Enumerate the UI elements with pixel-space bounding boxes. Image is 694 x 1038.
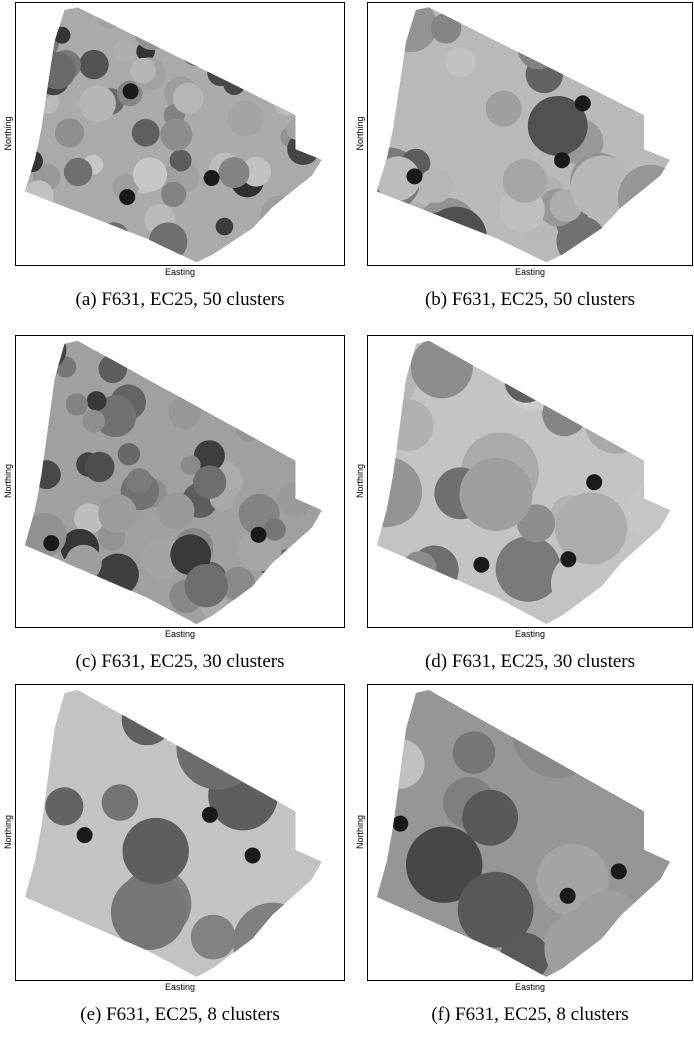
y-axis-label: Northing — [355, 464, 365, 498]
caption: (b) F631, EC25, 50 clusters — [425, 289, 635, 310]
cluster-dark — [43, 535, 59, 551]
panel: Northing Easting (c) F631, EC25, 30 cluste… — [3, 330, 345, 672]
cluster — [66, 393, 88, 415]
x-axis-label: Easting — [165, 629, 195, 639]
x-axis-label: Easting — [515, 267, 545, 277]
y-axis-label: Northing — [355, 116, 365, 150]
cluster — [453, 731, 496, 774]
panel: Northing Easting (e) F631, EC25, 8 cluster… — [1, 675, 345, 1025]
cluster — [130, 58, 156, 84]
cluster-dark — [202, 807, 218, 823]
cluster — [460, 458, 533, 531]
y-axis-label: Northing — [355, 815, 365, 849]
cluster — [98, 494, 137, 533]
caption: (f) F631, EC25, 8 clusters — [431, 1004, 628, 1025]
cluster-dark — [586, 474, 602, 490]
cluster-dark — [554, 152, 570, 168]
x-axis-label: Easting — [165, 267, 195, 277]
cluster — [191, 915, 236, 960]
cluster — [503, 159, 547, 203]
cluster-dark — [392, 816, 408, 832]
cluster — [157, 493, 194, 530]
cluster — [458, 872, 534, 948]
panel: Northing Easting (a) F631, EC25, 50 cluste… — [3, 0, 345, 310]
panel: Northing Easting (b) F631, EC25, 50 cluste… — [355, 0, 693, 310]
cluster — [45, 787, 83, 825]
cluster — [127, 468, 152, 493]
cluster — [496, 536, 561, 601]
cluster-dark — [251, 527, 267, 543]
cluster — [123, 818, 189, 884]
cluster-dark — [123, 83, 139, 99]
caption: (c) F631, EC25, 30 clusters — [76, 651, 285, 672]
cluster — [133, 158, 167, 192]
caption: (d) F631, EC25, 30 clusters — [425, 651, 635, 672]
cluster — [118, 443, 140, 465]
caption: (a) F631, EC25, 50 clusters — [76, 289, 285, 310]
x-axis-label: Easting — [515, 982, 545, 992]
cluster — [111, 875, 186, 950]
caption: (e) F631, EC25, 8 clusters — [80, 1004, 279, 1025]
page: {"figure": {"panels": [ {"caption": "(a)… — [0, 0, 694, 1038]
cluster — [185, 564, 228, 607]
cluster-dark — [407, 168, 423, 184]
cluster — [264, 518, 286, 540]
cluster-dark — [560, 551, 576, 567]
panel: Northing Easting (d) F631, EC25, 30 cluste… — [352, 336, 693, 673]
cluster — [79, 50, 108, 79]
cluster-dark — [560, 888, 576, 904]
y-axis-label: Northing — [3, 815, 13, 849]
cluster — [102, 784, 139, 821]
cluster-dark — [77, 827, 93, 843]
panel: Northing Easting (f) F631, EC25, 8 cluster… — [355, 685, 693, 1026]
cluster — [55, 118, 84, 147]
x-axis-label: Easting — [515, 629, 545, 639]
cluster — [132, 119, 160, 147]
cluster — [219, 157, 250, 188]
x-axis-label: Easting — [165, 982, 195, 992]
cluster — [419, 168, 454, 203]
cluster — [161, 182, 186, 207]
cluster — [193, 466, 226, 499]
cluster — [113, 40, 136, 63]
y-axis-label: Northing — [3, 116, 13, 150]
cluster-dark — [119, 189, 135, 205]
cluster — [173, 83, 204, 114]
cluster — [486, 91, 522, 127]
cluster — [160, 119, 192, 151]
cluster — [84, 452, 114, 482]
y-axis-label: Northing — [3, 464, 13, 498]
cluster — [462, 790, 518, 846]
cluster — [216, 218, 234, 236]
cluster — [87, 391, 107, 411]
cluster — [228, 101, 264, 137]
cluster-dark — [245, 848, 261, 864]
cluster — [445, 47, 475, 77]
cluster-dark — [204, 170, 220, 186]
cluster — [64, 158, 92, 186]
cluster — [82, 410, 105, 433]
cluster-dark — [473, 557, 489, 573]
cluster-dark — [575, 95, 591, 111]
figure: Northing Easting (a) F631, EC25, 50 cluste… — [0, 0, 694, 1038]
cluster — [79, 85, 116, 122]
cluster-dark — [611, 863, 627, 879]
